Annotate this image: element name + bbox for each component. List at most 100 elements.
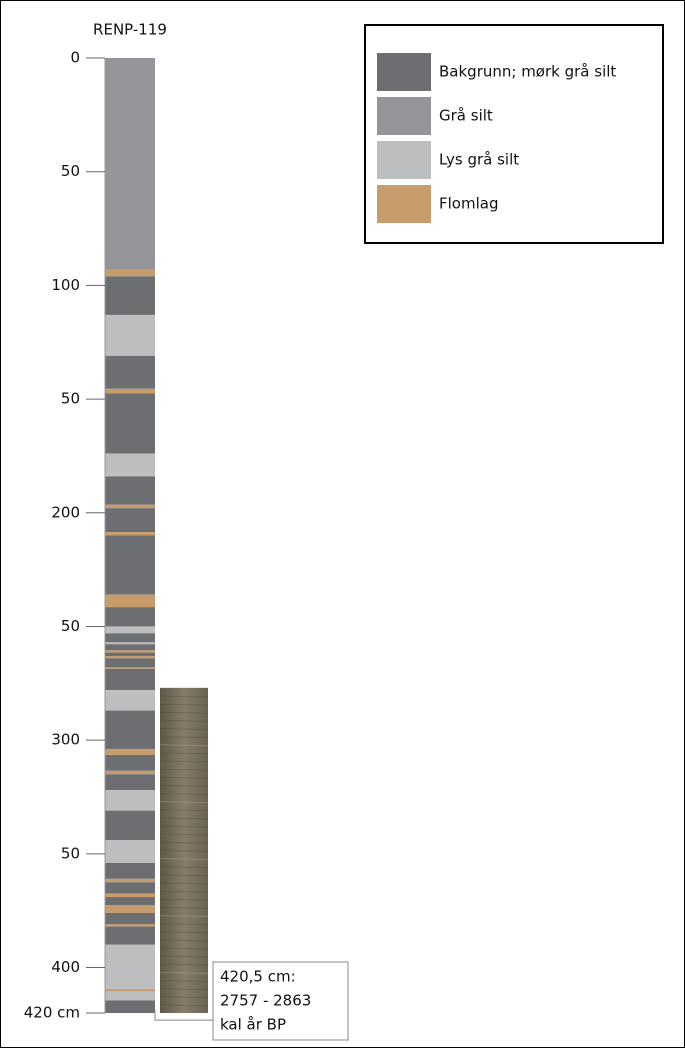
core-stripe <box>159 979 209 982</box>
core-stripe <box>159 988 209 991</box>
core-stripe <box>159 727 209 730</box>
legend-label: Grå silt <box>439 107 493 125</box>
core-stripe <box>159 866 209 869</box>
core-stripe <box>159 841 209 844</box>
layer <box>105 508 155 533</box>
tick-label: 400 <box>51 958 80 976</box>
core-stripe <box>159 858 209 861</box>
core-stripe <box>159 833 209 836</box>
layer <box>105 476 155 505</box>
core <box>160 687 208 1013</box>
title: RENP-119 <box>93 21 167 39</box>
core-stripe <box>159 784 209 787</box>
layer <box>105 668 155 691</box>
core-stripe <box>159 744 209 747</box>
layer <box>105 607 155 627</box>
legend-swatch <box>377 97 431 135</box>
layer <box>105 749 155 755</box>
layer <box>105 989 155 992</box>
layer <box>105 504 155 509</box>
layer <box>105 644 155 651</box>
layer <box>105 314 155 356</box>
layer <box>105 944 155 990</box>
layer <box>105 690 155 711</box>
layer <box>105 1000 155 1013</box>
layer <box>105 904 155 913</box>
layer <box>105 276 155 315</box>
layer <box>105 652 155 657</box>
core-stripe <box>159 801 209 804</box>
core-stripe <box>159 736 209 739</box>
core-stripe <box>159 923 209 926</box>
core-stripe <box>159 695 209 698</box>
tick-label: 50 <box>61 162 80 180</box>
tick-label: 200 <box>51 503 80 521</box>
core-stripe <box>159 906 209 909</box>
annotation-leader <box>154 1010 213 1021</box>
core-stripe <box>159 914 209 917</box>
core-stripe <box>159 711 209 714</box>
legend-label: Lys grå silt <box>439 151 519 169</box>
core-stripe <box>159 776 209 779</box>
annotation-text: 420,5 cm: <box>220 968 296 986</box>
layer <box>105 810 155 841</box>
core-stripe <box>159 874 209 877</box>
layer <box>105 269 155 277</box>
layer <box>105 642 155 645</box>
core-stripe <box>159 996 209 999</box>
layer <box>105 388 155 394</box>
core-stripe <box>159 931 209 934</box>
core-stripe <box>159 963 209 966</box>
core-stripe <box>159 882 209 885</box>
layer <box>105 355 155 389</box>
layer <box>105 667 155 669</box>
layer <box>105 991 155 1001</box>
tick-label: 50 <box>61 617 80 635</box>
layer <box>105 650 155 653</box>
core-stripe <box>159 947 209 950</box>
layer <box>105 862 155 879</box>
tick-label: 420 cm <box>24 1004 80 1022</box>
layer <box>105 924 155 927</box>
core-stripe <box>159 719 209 722</box>
annotation-box <box>212 961 349 1041</box>
column <box>105 58 155 1013</box>
layer <box>105 710 155 750</box>
tick-label: 300 <box>51 731 80 749</box>
core-stripe <box>159 849 209 852</box>
core-stripe <box>159 955 209 958</box>
layer <box>105 893 155 898</box>
core-stripe <box>159 825 209 828</box>
layer <box>105 453 155 477</box>
layer <box>105 58 155 270</box>
layer <box>105 926 155 945</box>
core-stripe <box>159 817 209 820</box>
layer <box>105 754 155 771</box>
layer <box>105 658 155 668</box>
core-stripe <box>159 939 209 942</box>
core-stripe <box>159 768 209 771</box>
core-stripe <box>159 793 209 796</box>
layer <box>105 656 155 659</box>
core-stripe <box>159 752 209 755</box>
layer <box>105 594 155 608</box>
tick-label: 100 <box>51 276 80 294</box>
tick-label: 0 <box>70 49 80 67</box>
core-stripe <box>159 1004 209 1007</box>
layer <box>105 882 155 894</box>
layer <box>105 626 155 634</box>
layer <box>105 535 155 595</box>
core-stripe <box>159 898 209 901</box>
layer <box>105 770 155 775</box>
layer <box>105 840 155 863</box>
tick-label: 50 <box>61 844 80 862</box>
legend-label: Bakgrunn; mørk grå silt <box>439 63 616 81</box>
core-stripe <box>159 971 209 974</box>
layer <box>105 912 155 925</box>
layer <box>105 878 155 883</box>
core-photo <box>159 687 209 1013</box>
core-stripe <box>159 760 209 763</box>
layer <box>105 393 155 454</box>
layer <box>105 774 155 791</box>
